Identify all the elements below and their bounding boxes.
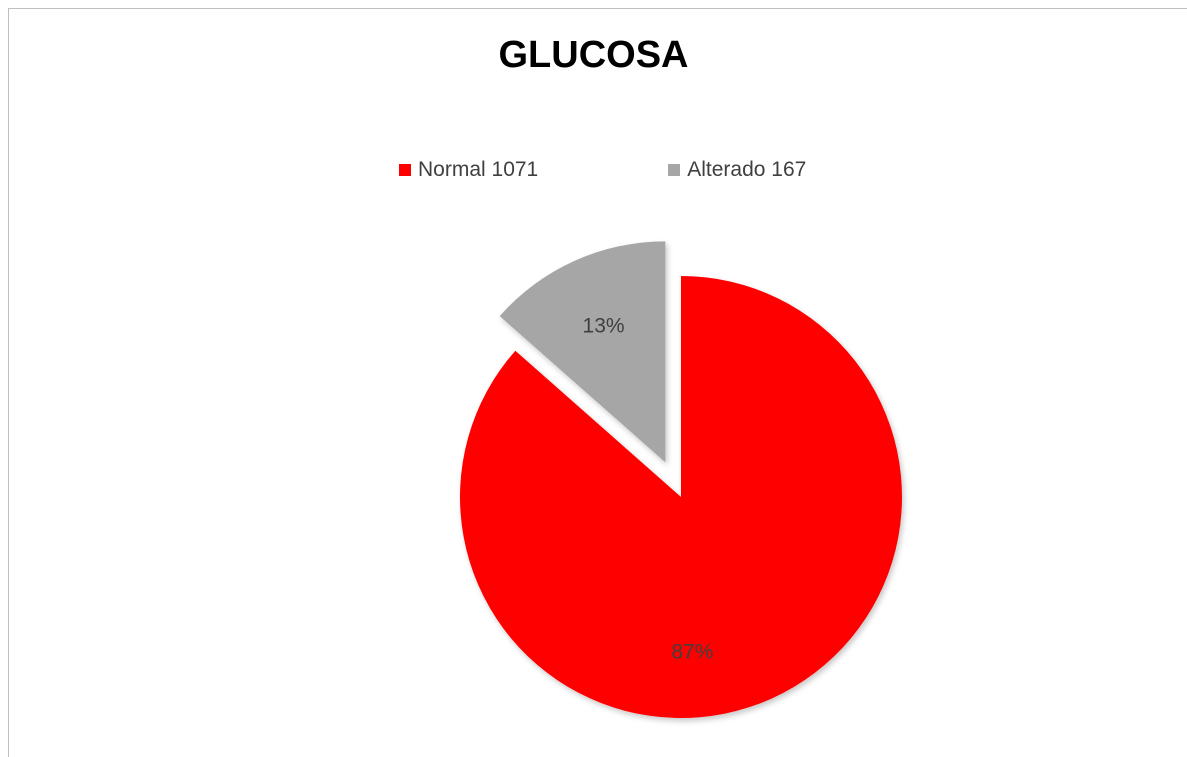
legend-entry-alterado: Alterado 167	[668, 158, 806, 182]
slice-label-alterado: 13%	[583, 314, 625, 337]
legend-label-normal: Normal 1071	[418, 158, 539, 181]
pie-slice-normal	[460, 276, 902, 718]
legend-swatch-alterado	[668, 164, 681, 176]
chart-title: GLUCOSA	[498, 34, 689, 76]
legend-swatch-normal	[399, 164, 411, 176]
slice-label-normal: 87%	[671, 640, 713, 663]
legend-entry-normal: Normal 1071	[399, 158, 538, 182]
pie-slice-alterado	[499, 241, 666, 463]
chart-legend: Normal 1071 Alterado 167	[399, 158, 806, 182]
legend-label-alterado: Alterado 167	[687, 158, 807, 181]
